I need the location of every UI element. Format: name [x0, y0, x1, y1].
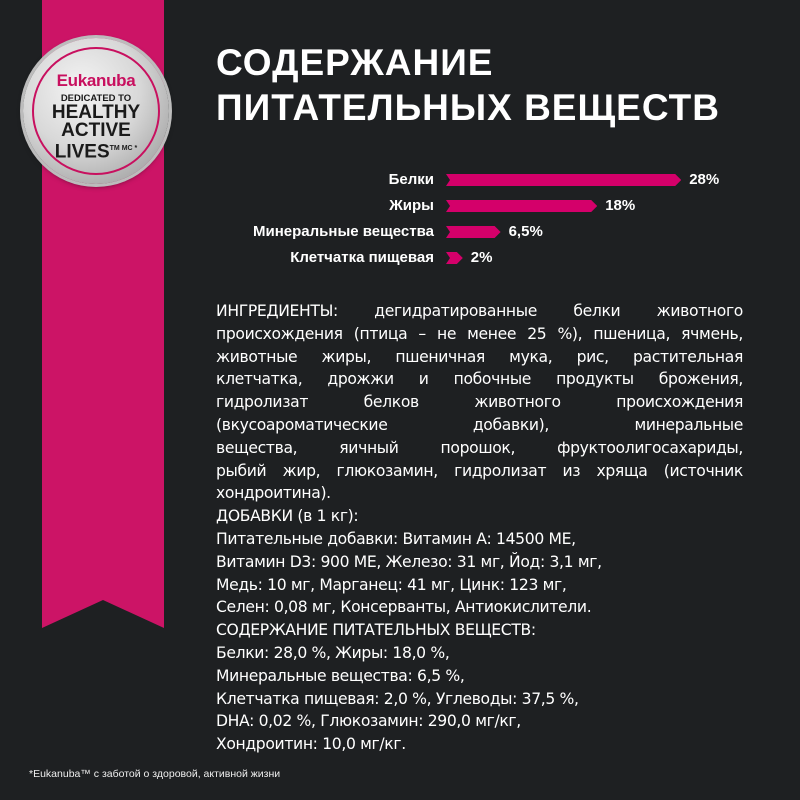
composition-line: вещества, яичный порошок, фруктоолигосах… — [216, 438, 743, 457]
badge-line: HEALTHY — [51, 102, 141, 123]
composition-line: происхождения (птица – не менее 25 %), п… — [216, 324, 743, 343]
composition-line: Селен: 0,08 мг, Консерванты, Антиокислит… — [216, 598, 592, 617]
nutrient-bar — [446, 226, 501, 238]
nutrient-value: 6,5% — [508, 223, 543, 240]
nutrient-value: 18% — [605, 197, 636, 214]
composition-line: DHA: 0,02 %, Глюкозамин: 290,0 мг/кг, — [216, 712, 521, 731]
composition-line: Белки: 28,0 %, Жиры: 18,0 %, — [216, 643, 450, 662]
nutrient-label: Минеральные вещества — [253, 223, 434, 240]
composition-line: хондроитина). — [216, 484, 331, 503]
composition-line: Питательные добавки: Витамин А: 14500 МЕ… — [216, 529, 576, 548]
nutrient-value: 28% — [689, 171, 720, 188]
nutrient-bar — [446, 174, 682, 186]
title-line: ПИТАТЕЛЬНЫХ ВЕЩЕСТВ — [216, 87, 720, 128]
badge-line: ACTIVE — [61, 120, 131, 141]
composition-line: клетчатка, дрожжи и побочные продукты бр… — [216, 370, 743, 389]
footnote: *Eukanuba™ с заботой о здоровой, активно… — [29, 768, 281, 780]
composition-line: ИНГРЕДИЕНТЫ: дегидратированные белки жив… — [216, 302, 743, 320]
nutrient-label: Жиры — [389, 197, 434, 214]
nutrient-row: Клетчатка пищевая 2% — [0, 247, 800, 269]
nutrient-row: Белки 28% — [0, 169, 800, 191]
composition-line: СОДЕРЖАНИЕ ПИТАТЕЛЬНЫХ ВЕЩЕСТВ: — [216, 621, 536, 640]
badge-line: LIVESTM MC * — [54, 141, 138, 163]
brand-badge: Eukanuba DEDICATED TO HEALTHY ACTIVE LIV… — [23, 38, 169, 184]
nutrient-label: Клетчатка пищевая — [290, 249, 434, 266]
title-line: СОДЕРЖАНИЕ — [216, 42, 494, 83]
composition-line: Хондроитин: 10,0 мг/кг. — [216, 735, 406, 754]
composition-line: (вкусоароматические добавки), минеральны… — [216, 415, 743, 434]
composition-line: гидролизат белков животного происхождени… — [216, 393, 743, 412]
composition-line: ДОБАВКИ (в 1 кг): — [216, 507, 359, 526]
page-title: СОДЕРЖАНИЕ ПИТАТЕЛЬНЫХ ВЕЩЕСТВ — [216, 40, 720, 130]
brand-logo: Eukanuba — [56, 71, 136, 90]
composition-line: Минеральные вещества: 6,5 %, — [216, 666, 465, 685]
nutrient-bar — [446, 200, 598, 212]
nutrient-row: Минеральные вещества 6,5% — [0, 221, 800, 243]
nutrient-bar — [446, 252, 463, 264]
composition-line: Медь: 10 мг, Марганец: 41 мг, Цинк: 123 … — [216, 575, 567, 594]
nutrient-value: 2% — [470, 249, 493, 266]
composition-text: ИНГРЕДИЕНТЫ: дегидратированные белки жив… — [216, 300, 743, 756]
composition-line: Клетчатка пищевая: 2,0 %, Углеводы: 37,5… — [216, 689, 579, 708]
composition-line: Витамин D3: 900 МЕ, Железо: 31 мг, Йод: … — [216, 552, 602, 571]
composition-line: животные жиры, пшеничная мука, рис, раст… — [216, 347, 743, 366]
nutrient-label: Белки — [388, 171, 434, 188]
badge-tagline: DEDICATED TO — [60, 93, 132, 104]
nutrient-row: Жиры 18% — [0, 195, 800, 217]
composition-line: рыбий жир, глюкозамин, гидролизат из хря… — [216, 461, 743, 480]
